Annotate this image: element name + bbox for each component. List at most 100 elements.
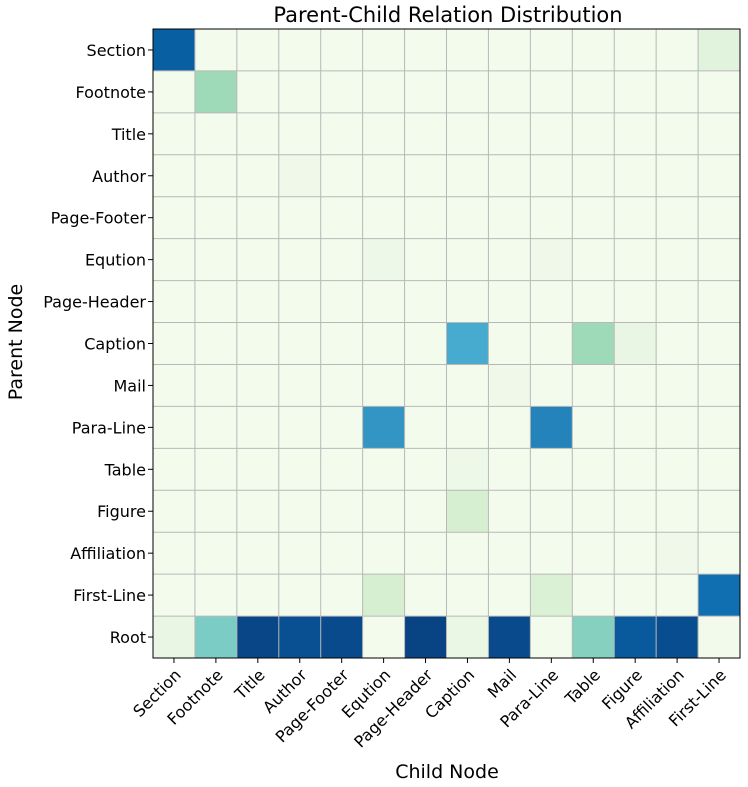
heatmap-cell xyxy=(278,29,322,72)
heatmap-cell xyxy=(698,112,741,156)
heatmap-cell xyxy=(153,574,196,617)
heatmap-cell xyxy=(698,154,741,198)
heatmap-cell xyxy=(153,616,196,659)
heatmap-cell xyxy=(320,532,364,575)
heatmap-cell xyxy=(362,490,406,533)
heatmap-cell xyxy=(530,280,573,324)
heatmap-cell xyxy=(698,70,741,114)
heatmap-cell xyxy=(656,448,699,491)
heatmap-cell xyxy=(572,490,615,533)
heatmap-cell xyxy=(278,280,322,324)
heatmap-cell xyxy=(362,154,406,198)
heatmap-cell xyxy=(656,574,699,617)
heatmap-cell xyxy=(404,280,447,324)
heatmap-cell xyxy=(362,574,406,617)
heatmap-cell xyxy=(614,29,657,72)
heatmap-cell xyxy=(194,364,238,407)
heatmap-cell xyxy=(404,448,447,491)
heatmap-cell xyxy=(446,448,489,491)
heatmap-cell xyxy=(278,154,322,198)
heatmap-cell xyxy=(572,364,615,407)
heatmap-cell xyxy=(362,322,406,365)
heatmap-cell xyxy=(362,406,406,449)
heatmap-cell xyxy=(278,406,322,449)
heatmap-cell xyxy=(236,29,280,72)
heatmap-cell xyxy=(236,448,280,491)
heatmap-cell xyxy=(488,532,531,575)
heatmap-cell xyxy=(320,364,364,407)
heatmap-cells xyxy=(153,29,741,659)
heatmap-cell xyxy=(278,322,322,365)
heatmap-cell xyxy=(404,574,447,617)
heatmap-cell xyxy=(698,448,741,491)
heatmap-cell xyxy=(153,532,196,575)
heatmap-cell xyxy=(278,112,322,156)
heatmap-cell xyxy=(530,70,573,114)
heatmap-cell xyxy=(194,196,238,240)
heatmap-cell xyxy=(446,112,489,156)
heatmap-cell xyxy=(656,154,699,198)
heatmap-cell xyxy=(194,322,238,365)
heatmap-cell xyxy=(698,322,741,365)
heatmap-cell xyxy=(656,322,699,365)
heatmap-cell xyxy=(404,112,447,156)
heatmap-cell xyxy=(236,490,280,533)
heatmap-cell xyxy=(530,406,573,449)
y-axis-ticks: Section Footnote Title Author Page-Footer Equ… xyxy=(43,41,153,647)
heatmap-cell xyxy=(278,238,322,282)
heatmap-cell xyxy=(656,29,699,72)
heatmap-cell xyxy=(446,322,489,365)
heatmap-cell xyxy=(404,154,447,198)
heatmap-cell xyxy=(656,616,699,659)
heatmap-cell xyxy=(614,196,657,240)
heatmap-cell xyxy=(698,364,741,407)
heatmap-cell xyxy=(278,196,322,240)
heatmap-cell xyxy=(236,196,280,240)
heatmap-cell xyxy=(278,448,322,491)
heatmap-cell xyxy=(530,490,573,533)
heatmap-cell xyxy=(446,70,489,114)
heatmap-cell xyxy=(153,112,196,156)
y-axis-label: Parent Node xyxy=(5,284,27,400)
heatmap-cell xyxy=(572,70,615,114)
heatmap-cell xyxy=(153,238,196,282)
heatmap-cell xyxy=(656,112,699,156)
heatmap-cell xyxy=(320,70,364,114)
heatmap-cell xyxy=(614,322,657,365)
y-tick-label: Footnote xyxy=(75,83,146,102)
heatmap-cell xyxy=(320,490,364,533)
heatmap-cell xyxy=(153,322,196,365)
heatmap-cell xyxy=(656,532,699,575)
heatmap-cell xyxy=(572,280,615,324)
heatmap-cell xyxy=(656,490,699,533)
heatmap-cell xyxy=(572,406,615,449)
heatmap-cell xyxy=(488,448,531,491)
heatmap-cell xyxy=(278,70,322,114)
y-tick-label: Author xyxy=(92,167,146,186)
heatmap-cell xyxy=(153,70,196,114)
heatmap-cell xyxy=(614,280,657,324)
heatmap-cell xyxy=(614,490,657,533)
y-tick-label: Title xyxy=(111,125,146,144)
heatmap-cell xyxy=(278,364,322,407)
heatmap-cell xyxy=(614,448,657,491)
heatmap-cell xyxy=(530,574,573,617)
heatmap-cell xyxy=(194,490,238,533)
heatmap-cell xyxy=(446,616,489,659)
heatmap-cell xyxy=(530,616,573,659)
heatmap-cell xyxy=(236,364,280,407)
heatmap-cell xyxy=(446,490,489,533)
heatmap-cell xyxy=(194,616,238,659)
y-tick-label: Eqution xyxy=(85,251,146,270)
heatmap-cell xyxy=(530,196,573,240)
heatmap-cell xyxy=(614,574,657,617)
heatmap-cell xyxy=(236,112,280,156)
heatmap-cell xyxy=(404,322,447,365)
heatmap-cell xyxy=(446,364,489,407)
heatmap-cell xyxy=(656,196,699,240)
heatmap-cell xyxy=(530,29,573,72)
heatmap-cell xyxy=(236,280,280,324)
x-axis-label: Child Node xyxy=(395,761,499,783)
heatmap-cell xyxy=(488,70,531,114)
heatmap-cell xyxy=(698,280,741,324)
